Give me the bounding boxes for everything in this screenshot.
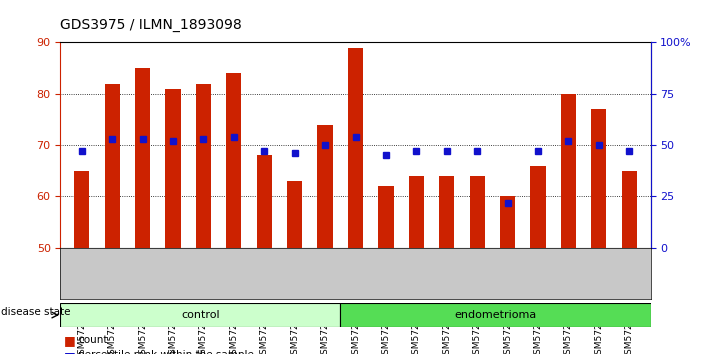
Text: ■: ■ [64,350,76,354]
Bar [60,303,340,327]
Bar [561,94,576,248]
Bar [439,176,454,248]
Bar [166,88,181,248]
Text: ■: ■ [64,335,76,348]
Text: GDS3975 / ILMN_1893098: GDS3975 / ILMN_1893098 [60,18,242,32]
Bar [105,84,119,248]
Bar [287,181,302,248]
Bar [226,73,242,248]
Bar [196,84,211,248]
Text: control: control [181,310,220,320]
Bar [135,68,150,248]
Text: count: count [78,335,107,344]
Bar [592,109,606,248]
Text: percentile rank within the sample: percentile rank within the sample [78,350,254,354]
Text: endometrioma: endometrioma [454,310,536,320]
Bar [378,186,393,248]
Bar [257,155,272,248]
Bar [318,125,333,248]
Bar [469,176,485,248]
Bar [500,196,515,248]
Bar [340,303,651,327]
Bar [348,47,363,248]
Bar [74,171,90,248]
Text: disease state: disease state [1,307,70,316]
Bar [409,176,424,248]
Bar [621,171,637,248]
Bar [530,166,545,248]
